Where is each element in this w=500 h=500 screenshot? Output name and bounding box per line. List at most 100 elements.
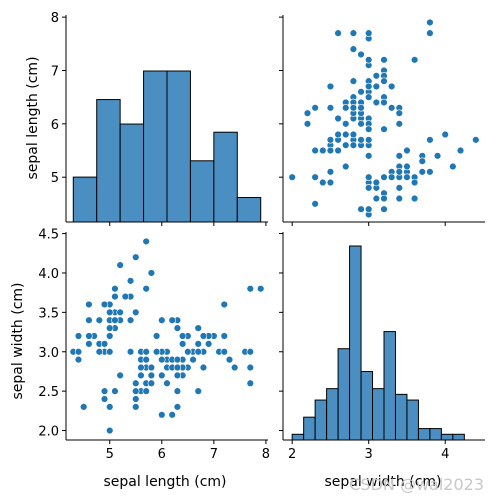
hist-sepal-length-bar [143,70,168,223]
scatter-point-bottom [126,277,135,285]
scatter-point-bottom [106,426,114,435]
xtick-sepal-width: 4 [441,447,449,462]
ytick-row2: 4.5 [38,228,59,243]
scatter-point-top [380,194,388,203]
scatter-point-bottom [116,308,124,317]
hist-sepal-width-bar [417,428,431,441]
scatter-point-top [364,125,373,133]
scatter-point-bottom [142,355,150,364]
scatter-point-bottom [85,340,93,348]
scatter-point-bottom [74,355,83,364]
scatter-point-top [403,146,411,155]
scatter-point-top [311,104,319,112]
scatter-point-bottom [246,348,254,356]
scatter-point-top [380,98,388,107]
scatter-point-top [395,152,404,160]
scatter-point-bottom [111,285,119,293]
xtick-sepal-length: 8 [262,447,270,462]
scatter-point-bottom [178,332,187,340]
scatter-point-bottom [116,371,124,380]
scatter-point-top [357,50,365,59]
scatter-point-top [433,152,442,160]
scatter-point-top [456,146,465,155]
scatter-point-top [372,194,381,203]
ytick-row2: 3.5 [38,306,59,321]
hist-sepal-width-bar [406,399,419,441]
scatter-point-bottom [246,285,254,293]
scatter-point-top [426,18,434,27]
panel-hist-sepal-length [65,15,268,223]
scatter-point-top [357,205,365,213]
scatter-point-top [334,114,342,123]
scatter-point-top [403,173,411,181]
scatter-point-bottom [116,261,124,269]
scatter-point-top [395,109,404,117]
ytick-row2: 2.5 [38,385,59,400]
hist-sepal-length-bar [119,123,145,223]
scatter-point-top [441,130,449,139]
scatter-point-bottom [111,292,119,301]
scatter-point-top [303,120,312,128]
scatter-point-top [364,184,373,192]
scatter-point-bottom [173,387,182,395]
scatter-point-top [380,77,388,85]
scatter-point-bottom [199,332,208,340]
scatter-point-bottom [194,324,202,332]
scatter-point-top [372,98,381,107]
hist-sepal-width-bar [372,388,385,441]
hist-sepal-length-bar [96,99,121,223]
ytick-row2: 3.0 [38,346,59,361]
panel-scatter-top [282,15,485,223]
hist-sepal-width-bar [394,393,408,441]
scatter-point-bottom [199,363,208,372]
scatter-point-top [395,168,404,176]
scatter-point-bottom [132,403,140,411]
hist-sepal-width-bar [349,245,362,441]
scatter-point-top [349,104,358,112]
scatter-point-top [387,82,396,91]
hist-sepal-width-bar [291,433,305,441]
scatter-point-bottom [80,403,88,411]
scatter-point-bottom [163,379,171,387]
scatter-point-top [472,136,480,144]
scatter-point-bottom [147,371,156,380]
scatter-point-top [326,82,335,91]
xtick-sepal-width: 2 [288,447,296,462]
scatter-point-top [418,168,426,176]
hist-sepal-width-bar [303,416,316,441]
scatter-point-top [334,130,342,139]
scatter-point-bottom [147,363,156,372]
scatter-point-top [326,136,335,144]
scatter-point-top [380,125,388,133]
scatter-point-bottom [189,355,197,364]
scatter-point-top [334,29,342,37]
scatter-point-top [410,56,419,64]
scatter-point-top [311,173,319,181]
scatter-point-bottom [132,387,140,395]
scatter-point-bottom [132,308,140,317]
scatter-point-bottom [106,308,114,317]
scatter-point-bottom [158,316,166,324]
scatter-point-top [326,146,335,155]
scatter-point-top [410,194,419,203]
scatter-point-bottom [85,316,93,324]
scatter-point-top [395,194,404,203]
scatter-point-bottom [147,379,156,387]
scatter-point-top [449,162,457,171]
scatter-point-top [364,93,373,101]
panel-scatter-bottom [65,232,268,441]
scatter-point-bottom [220,348,228,356]
scatter-point-top [364,136,373,144]
scatter-point-bottom [137,363,145,372]
ytick-row1: 5 [51,171,59,186]
scatter-point-top [326,178,335,187]
scatter-point-bottom [137,371,145,380]
scatter-point-bottom [142,348,150,356]
scatter-point-top [380,205,388,213]
scatter-point-bottom [147,269,156,277]
scatter-point-top [364,173,373,181]
hist-sepal-length-bar [189,160,215,223]
scatter-point-top [326,104,335,112]
scatter-point-bottom [100,340,109,348]
